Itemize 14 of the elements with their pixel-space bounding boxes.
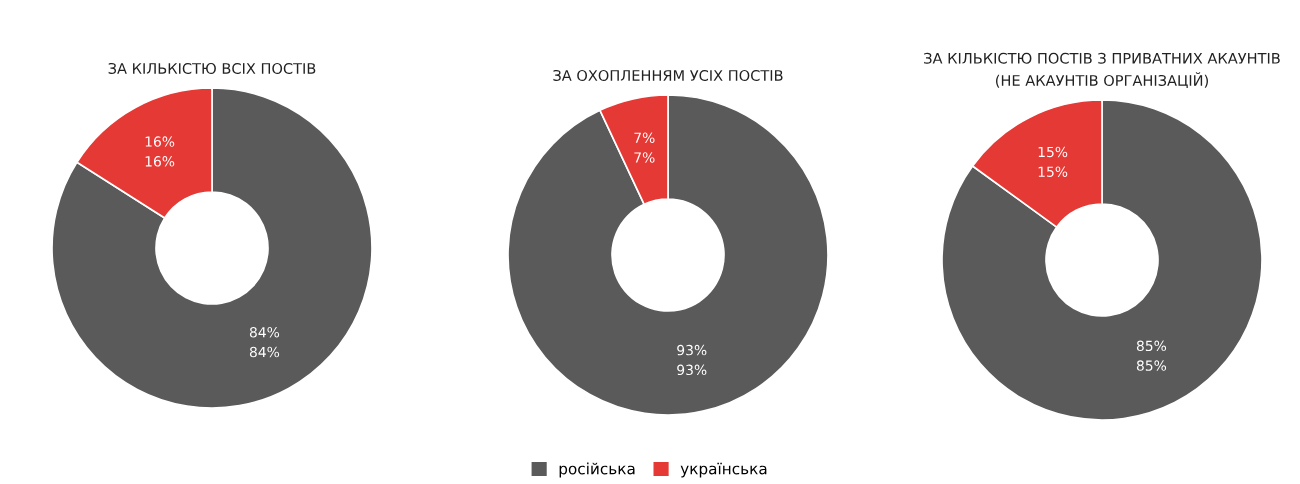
chart-title: ЗА ОХОПЛЕННЯМ УСІХ ПОСТІВ bbox=[553, 69, 783, 81]
data-label: 15% 15% bbox=[1038, 146, 1068, 177]
data-label: 85% 85% bbox=[1136, 340, 1167, 371]
data-label: 84% 84% bbox=[249, 326, 280, 358]
chart-title: ЗА КІЛЬКІСТЮ ВСІХ ПОСТІВ bbox=[108, 62, 316, 74]
donut-slice bbox=[941, 99, 1263, 421]
data-label: 93% 93% bbox=[677, 344, 707, 376]
legend-label: російська bbox=[559, 462, 635, 478]
donut-slice bbox=[51, 87, 373, 409]
chart-title: ЗА КІЛЬКІСТЮ ПОСТІВ З ПРИВАТНИХ АКАУНТІВ (НЕ АКАУНТІВ ОРГАНІЗАЦІЙ) bbox=[924, 52, 1280, 89]
data-label: 7% 7% bbox=[634, 132, 655, 163]
donut-slice bbox=[507, 94, 829, 416]
data-label: 16% 16% bbox=[145, 136, 175, 167]
legend-label: українська bbox=[680, 462, 767, 478]
